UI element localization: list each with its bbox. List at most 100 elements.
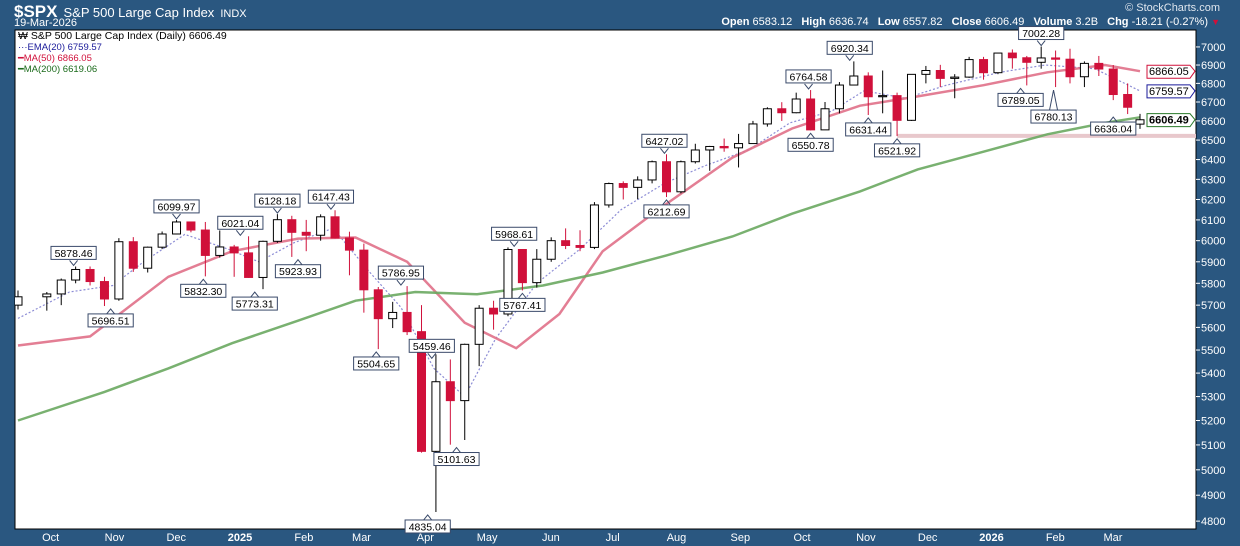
candle-body (388, 311, 398, 320)
x-tick-label: Sep (731, 532, 751, 544)
annotation-box (1018, 26, 1065, 41)
candle-body (417, 331, 427, 452)
legend: ₩ S&P 500 Large Cap Index (Daily) 6606.4… (18, 30, 227, 76)
annotation-box (873, 143, 921, 158)
candle-body (863, 75, 873, 98)
annotation-label: 6021.04 (221, 218, 259, 230)
annotation-pointer (1049, 89, 1059, 111)
annotation-pointer (1036, 40, 1046, 47)
axis-value-tag (1146, 84, 1196, 99)
x-tick-label: Jun (542, 532, 560, 544)
annotation-box (1090, 121, 1137, 136)
candle-body (849, 75, 859, 86)
x-tick-label: Mar (352, 532, 371, 544)
annotation-pointer (509, 240, 519, 248)
y-tick-label: 5200 (1201, 416, 1225, 428)
annotation-box (1030, 109, 1077, 124)
annotation-pointer (250, 291, 260, 298)
candle-body (806, 98, 816, 131)
annotation-box (87, 313, 134, 328)
ma200-line (17, 116, 1141, 422)
candle-body (460, 343, 470, 402)
candle-body (42, 293, 52, 298)
candle-body (964, 59, 974, 78)
y-tick-label: 6600 (1201, 116, 1225, 128)
x-tick-label: Feb (1046, 532, 1065, 544)
candle-body (344, 237, 354, 251)
candle-body (15, 296, 23, 306)
low-label: Low (877, 16, 900, 28)
annotation-label: 5832.30 (184, 286, 222, 298)
candlestick-icon: ₩ (18, 30, 28, 42)
x-tick-label: Mar (1103, 532, 1122, 544)
annotation-box (217, 215, 264, 230)
candle-body (661, 161, 671, 193)
annotation-label: 5773.31 (236, 299, 274, 311)
annotation-label: 5696.51 (92, 315, 130, 327)
annotation-box (50, 245, 97, 260)
candle-body (906, 73, 916, 121)
x-tick-label: Dec (166, 532, 186, 544)
candle-body (1051, 57, 1061, 60)
candle-body (892, 95, 902, 121)
candle-body (287, 219, 297, 233)
candle-body (99, 281, 109, 300)
y-tick-label: 6500 (1201, 135, 1225, 147)
legend-ma200-label: MA(200) 6619.06 (23, 64, 98, 75)
annotation-label: 6789.05 (1002, 95, 1040, 107)
candle-body (56, 279, 66, 295)
x-tick-label: Feb (294, 532, 313, 544)
annotation-box (180, 283, 227, 298)
y-tick-label: 4800 (1201, 516, 1225, 528)
close-label: Close (951, 16, 982, 28)
annotation-pointer (662, 199, 671, 206)
annotation-label: 6128.18 (258, 196, 296, 208)
low-value: 6557.82 (902, 16, 943, 28)
annotation-label: 5459.46 (413, 341, 451, 353)
open-value: 6583.12 (752, 16, 793, 28)
annotation-box (231, 296, 278, 311)
annotation-label: 6427.02 (645, 136, 683, 148)
candle-body (1036, 57, 1046, 63)
candle-body (373, 289, 383, 320)
annotation-label: 6636.04 (1094, 124, 1132, 136)
annotation-label: 4835.04 (409, 521, 447, 533)
candle-body (618, 183, 628, 188)
y-tick-label: 5800 (1201, 278, 1225, 290)
candle-body (834, 84, 844, 110)
candle-body (489, 307, 499, 315)
candle-body (589, 204, 599, 248)
legend-ma50: ━MA(50) 6866.05 (18, 53, 227, 64)
annotation-pointer (396, 279, 406, 286)
annotation-label: 6147.43 (312, 192, 350, 204)
candle-body (575, 245, 585, 248)
x-tick-label: 2026 (979, 532, 1003, 544)
y-tick-label: 5900 (1201, 257, 1225, 269)
candle-body (633, 179, 643, 188)
candle-body (244, 252, 254, 278)
candle-body (258, 240, 268, 278)
annotation-label: 5504.65 (357, 358, 395, 370)
copyright[interactable]: © StockCharts.com (1125, 2, 1220, 14)
annotation-box (254, 193, 301, 208)
annotation-label: 5786.95 (382, 268, 420, 280)
title-row: $SPX S&P 500 Large Cap Index INDX (14, 2, 247, 22)
down-triangle-icon: ▼ (1211, 17, 1220, 27)
candle-body (921, 70, 931, 75)
annotation-pointer (804, 83, 813, 90)
annotation-box (408, 338, 455, 353)
annotation-box (404, 519, 451, 534)
annotation-label: 6631.44 (849, 124, 887, 136)
annotation-label: 5101.63 (438, 454, 476, 466)
annotation-box (153, 199, 200, 214)
candle-body (561, 240, 571, 247)
legend-ema20-label: EMA(20) 6759.57 (27, 42, 102, 53)
candle-body (474, 307, 484, 345)
y-tick-label: 6700 (1201, 97, 1225, 109)
y-tick-label: 5300 (1201, 392, 1225, 404)
candle-body (878, 95, 888, 98)
x-tick-label: Jul (606, 532, 620, 544)
annotation-pointer (1016, 87, 1025, 94)
candle-body (85, 268, 95, 283)
